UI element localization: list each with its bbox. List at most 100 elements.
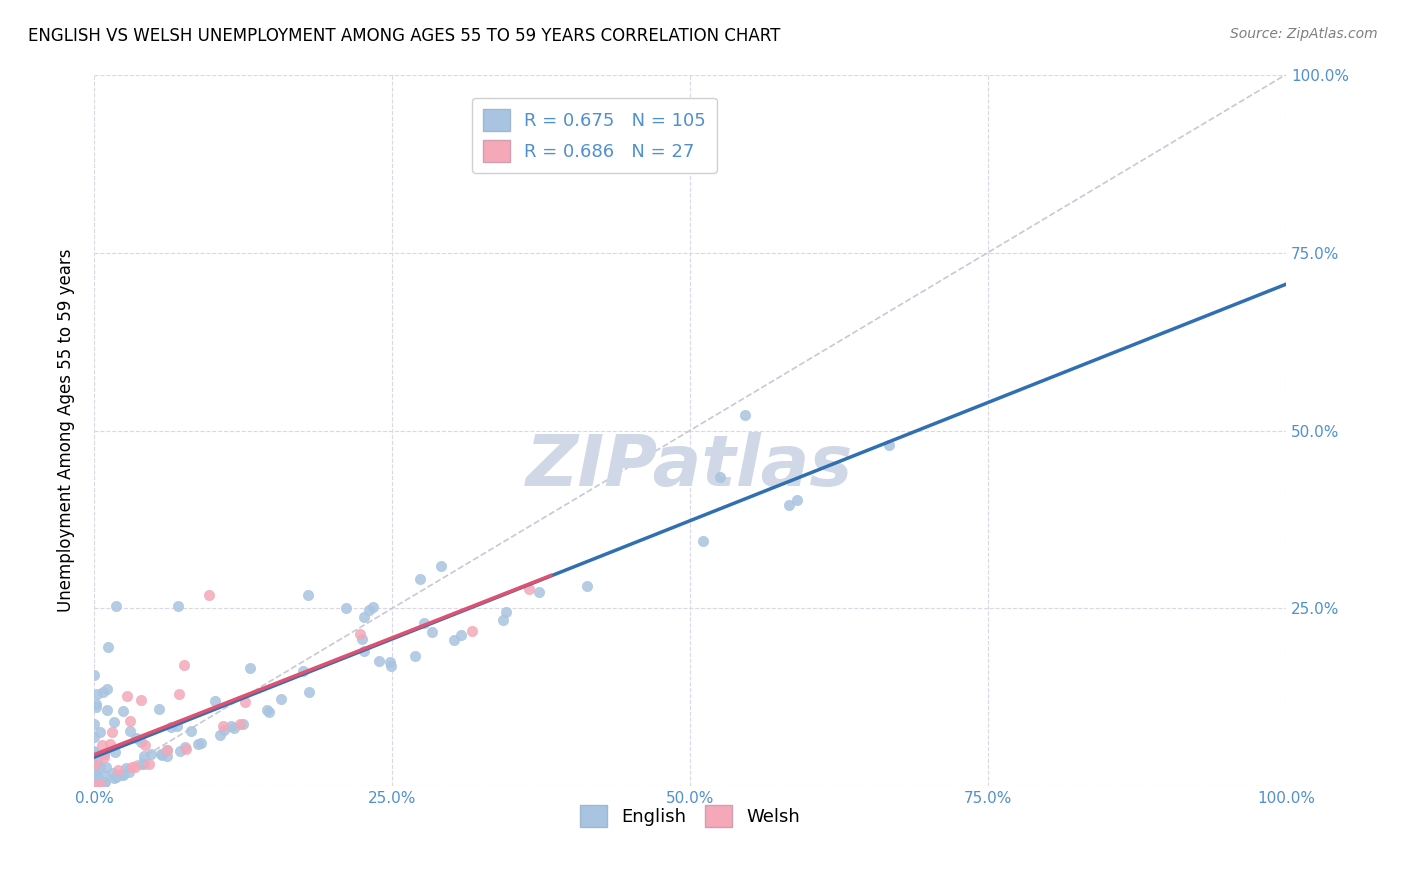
Point [121,760,143,774]
Point [103,766,125,780]
Point [166,719,188,733]
Point [495,606,517,620]
Point [160,720,183,734]
Point [90,738,112,752]
Point [292,665,315,679]
Point [367,655,389,669]
Point [89,776,111,790]
Point [98,737,121,751]
Point [257,705,280,719]
Point [150,747,173,762]
Point [380,659,402,673]
Point [104,771,127,785]
Point [492,613,515,627]
Point [112,767,135,781]
Point [222,721,245,735]
Point [353,644,375,658]
Point [404,649,426,664]
Point [94,775,117,789]
Point [115,689,138,703]
Point [134,738,156,752]
Point [190,736,212,750]
Point [174,740,197,755]
Point [129,693,152,707]
Point [297,588,319,602]
Point [83,758,105,772]
Point [173,657,195,672]
Point [101,725,124,739]
Point [83,764,105,778]
Point [97,640,120,654]
Point [174,741,197,756]
Point [357,603,380,617]
Point [256,703,278,717]
Point [141,747,163,761]
Point [91,775,114,789]
Y-axis label: Unemployment Among Ages 55 to 59 years: Unemployment Among Ages 55 to 59 years [58,249,75,612]
Point [84,747,107,761]
Point [86,771,108,785]
Point [180,723,202,738]
Point [450,628,472,642]
Point [169,688,191,702]
Point [734,408,756,422]
Point [232,716,254,731]
Point [148,702,170,716]
Point [443,633,465,648]
Point [270,691,292,706]
Point [209,728,232,742]
Point [129,757,152,772]
Point [134,757,156,772]
Point [408,572,430,586]
Point [335,600,357,615]
Point [118,714,141,729]
Point [93,774,115,789]
Point [124,759,146,773]
Point [93,750,115,764]
Point [132,749,155,764]
Point [91,685,114,699]
Point [114,761,136,775]
Point [83,744,105,758]
Point [187,737,209,751]
Point [212,719,235,733]
Point [86,772,108,786]
Point [219,719,242,733]
Point [83,717,105,731]
Point [84,779,107,793]
Point [352,632,374,646]
Point [83,731,105,745]
Point [104,745,127,759]
Point [96,681,118,696]
Point [353,609,375,624]
Point [363,599,385,614]
Point [84,759,107,773]
Point [89,777,111,791]
Point [96,703,118,717]
Point [111,768,134,782]
Point [709,470,731,484]
Point [378,656,401,670]
Point [84,697,107,711]
Text: Source: ZipAtlas.com: Source: ZipAtlas.com [1230,27,1378,41]
Point [150,747,173,761]
Point [103,772,125,786]
Point [83,762,105,776]
Point [349,627,371,641]
Point [84,779,107,793]
Point [93,747,115,761]
Point [93,747,115,761]
Point [86,687,108,701]
Point [112,704,135,718]
Point [86,768,108,782]
Point [517,582,540,597]
Point [111,766,134,780]
Point [107,763,129,777]
Point [298,685,321,699]
Point [155,749,177,764]
Point [129,735,152,749]
Point [83,667,105,681]
Point [89,725,111,739]
Point [86,756,108,770]
Point [83,779,105,793]
